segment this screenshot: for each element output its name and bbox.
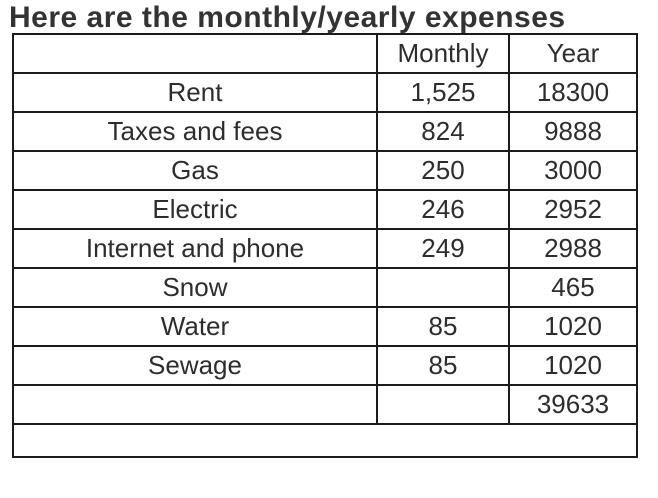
- year-cell: 18300: [508, 72, 638, 113]
- table-header-row: Monthly Year: [12, 33, 638, 74]
- row-label-cell: Electric: [12, 189, 378, 230]
- monthly-cell: 246: [376, 189, 510, 230]
- table-row-blank-footer: [12, 423, 638, 458]
- year-cell: 39633: [508, 384, 638, 425]
- row-label-cell: Snow: [12, 267, 378, 308]
- monthly-cell: 824: [376, 111, 510, 152]
- year-cell: 1020: [508, 345, 638, 386]
- year-cell: 2988: [508, 228, 638, 269]
- year-cell: 3000: [508, 150, 638, 191]
- table-row-sewage: Sewage 85 1020: [12, 345, 638, 386]
- header-monthly-cell: Monthly: [376, 33, 510, 74]
- table-row-internet: Internet and phone 249 2988: [12, 228, 638, 269]
- year-cell: 1020: [508, 306, 638, 347]
- row-label-cell: Water: [12, 306, 378, 347]
- monthly-cell: 249: [376, 228, 510, 269]
- monthly-cell: [376, 384, 510, 425]
- monthly-cell: 250: [376, 150, 510, 191]
- table-row-water: Water 85 1020: [12, 306, 638, 347]
- table-row-rent: Rent 1,525 18300: [12, 72, 638, 113]
- row-label-cell: Taxes and fees: [12, 111, 378, 152]
- table-row-taxes: Taxes and fees 824 9888: [12, 111, 638, 152]
- table-row-total: 39633: [12, 384, 638, 425]
- monthly-cell: [376, 267, 510, 308]
- table-row-electric: Electric 246 2952: [12, 189, 638, 230]
- blank-footer-cell: [12, 423, 638, 458]
- header-blank-cell: [12, 33, 378, 74]
- monthly-cell: 85: [376, 345, 510, 386]
- page-title: Here are the monthly/yearly expenses: [9, 1, 566, 34]
- monthly-cell: 85: [376, 306, 510, 347]
- row-label-cell: Rent: [12, 72, 378, 113]
- expenses-table: Monthly Year Rent 1,525 18300 Taxes and …: [12, 33, 638, 458]
- row-label-cell: Internet and phone: [12, 228, 378, 269]
- year-cell: 9888: [508, 111, 638, 152]
- row-label-cell: Gas: [12, 150, 378, 191]
- table-row-gas: Gas 250 3000: [12, 150, 638, 191]
- year-cell: 2952: [508, 189, 638, 230]
- year-cell: 465: [508, 267, 638, 308]
- table-row-snow: Snow 465: [12, 267, 638, 308]
- header-year-cell: Year: [508, 33, 638, 74]
- row-label-cell: Sewage: [12, 345, 378, 386]
- monthly-cell: 1,525: [376, 72, 510, 113]
- row-label-cell: [12, 384, 378, 425]
